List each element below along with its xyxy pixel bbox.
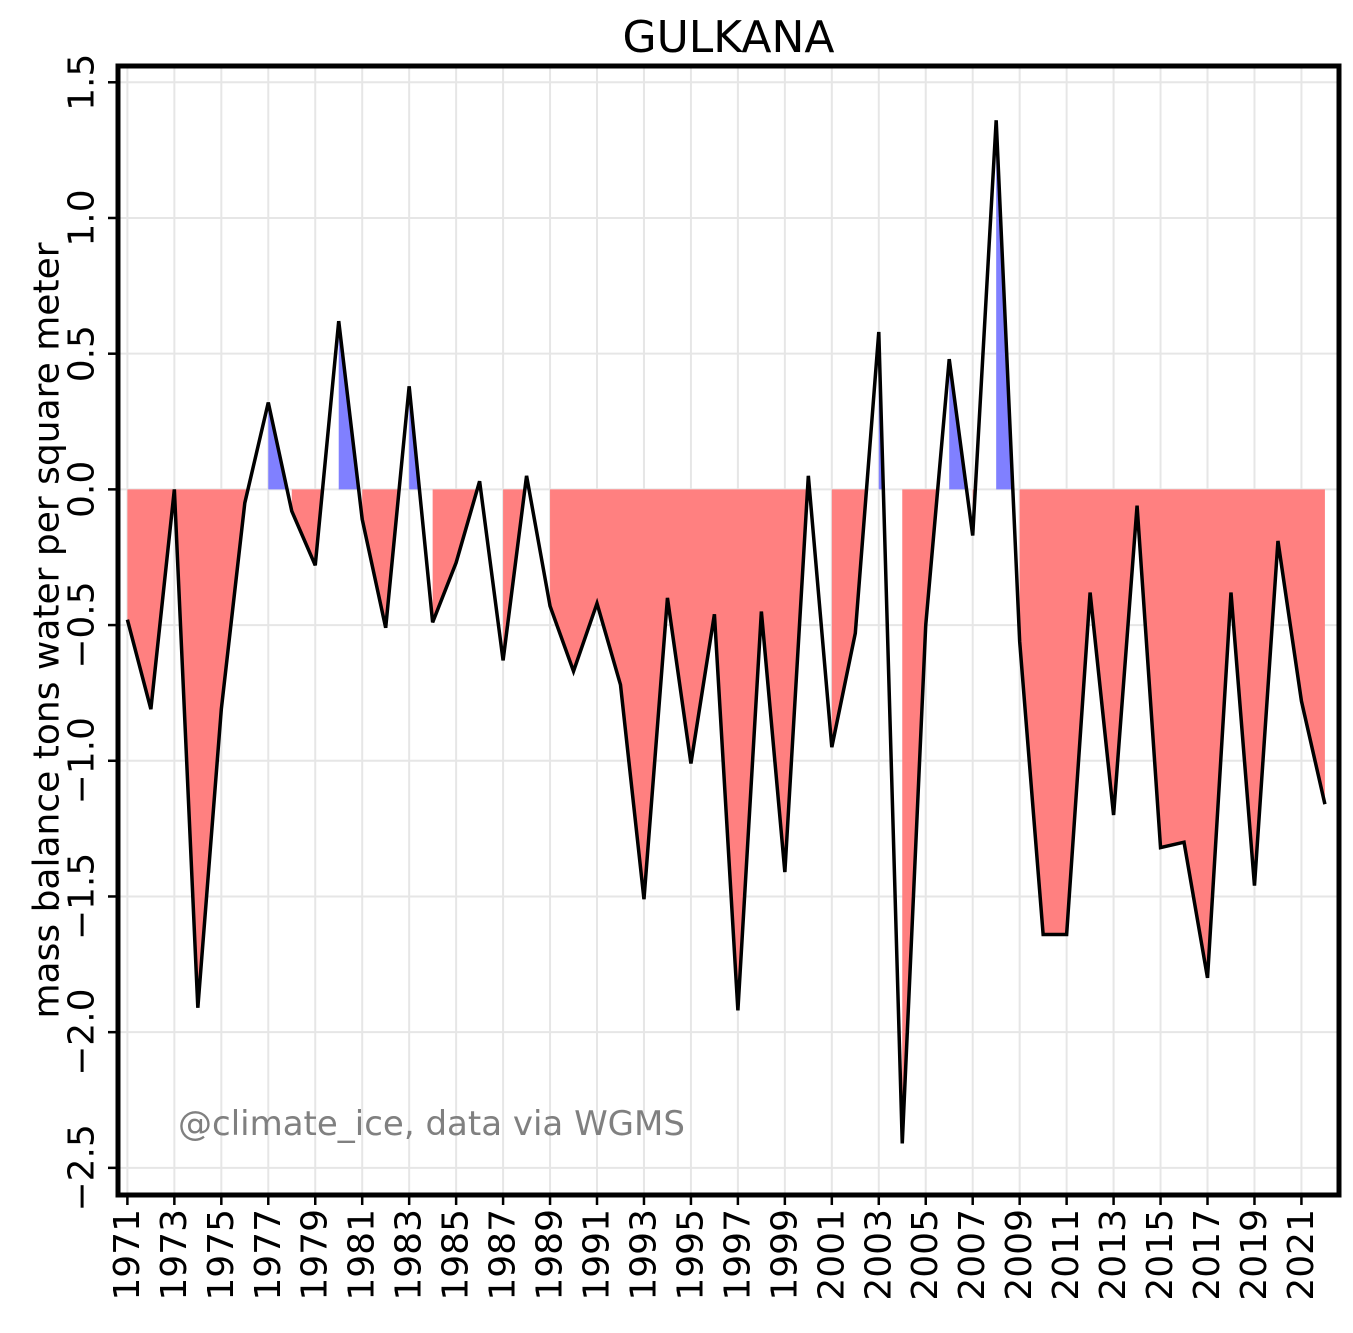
x-tick-label: 1985 (436, 1209, 477, 1301)
x-tick-label: 2017 (1187, 1209, 1228, 1301)
x-tick-label: 1993 (623, 1209, 664, 1301)
x-tick-label: 1999 (764, 1209, 805, 1301)
y-tick-label: 1.0 (62, 189, 103, 246)
y-axis-ticks: −2.5 −2.0 −1.5 −1.0 −0.5 0.0 0.5 1.0 1.5 (62, 54, 118, 1212)
area-fills (127, 120, 1325, 1144)
x-tick-label: 1971 (107, 1209, 148, 1301)
x-tick-label: 2003 (858, 1209, 899, 1301)
y-tick-label: −0.5 (62, 581, 103, 668)
positive-area-fill (174, 120, 1013, 490)
credit-annotation: @climate_ice, data via WGMS (178, 1104, 685, 1144)
x-tick-label: 1989 (530, 1209, 571, 1301)
y-tick-label: −2.5 (62, 1124, 103, 1211)
x-tick-label: 1975 (201, 1209, 242, 1301)
x-tick-label: 2007 (952, 1209, 993, 1301)
x-tick-label: 2001 (811, 1209, 852, 1301)
mass-balance-line (125, 120, 1327, 1144)
negative-area-fill (127, 489, 1325, 1144)
series-line-group (125, 120, 1327, 1144)
plot-frame (115, 63, 1342, 1198)
x-axis-ticks: 1971 1973 1975 1977 1979 1981 1983 1985 1987 1989… (107, 1195, 1322, 1301)
x-tick-label: 2005 (905, 1209, 946, 1301)
x-tick-label: 1987 (483, 1209, 524, 1301)
y-tick-label: −1.0 (62, 717, 103, 804)
x-tick-label: 1973 (154, 1209, 195, 1301)
chart-title: GULKANA (622, 12, 834, 63)
y-tick-label: 0.0 (62, 461, 103, 518)
x-tick-label: 1991 (577, 1209, 618, 1301)
x-tick-label: 1997 (717, 1209, 758, 1301)
x-tick-label: 1977 (248, 1209, 289, 1301)
y-tick-label: −1.5 (62, 853, 103, 940)
x-tick-label: 2011 (1046, 1209, 1087, 1301)
x-tick-label: 2015 (1140, 1209, 1181, 1301)
y-tick-label: −2.0 (62, 988, 103, 1075)
x-tick-label: 1983 (389, 1209, 430, 1301)
y-axis-label: mass balance tons water per square meter (27, 242, 68, 1018)
x-tick-label: 1995 (670, 1209, 711, 1301)
x-tick-label: 2021 (1281, 1209, 1322, 1301)
x-tick-label: 1981 (342, 1209, 383, 1301)
x-tick-label: 2009 (999, 1209, 1040, 1301)
y-tick-label: 0.5 (62, 325, 103, 382)
x-tick-label: 2019 (1234, 1209, 1275, 1301)
y-tick-label: 1.5 (62, 54, 103, 111)
x-tick-label: 2013 (1093, 1209, 1134, 1301)
x-tick-label: 1979 (295, 1209, 336, 1301)
